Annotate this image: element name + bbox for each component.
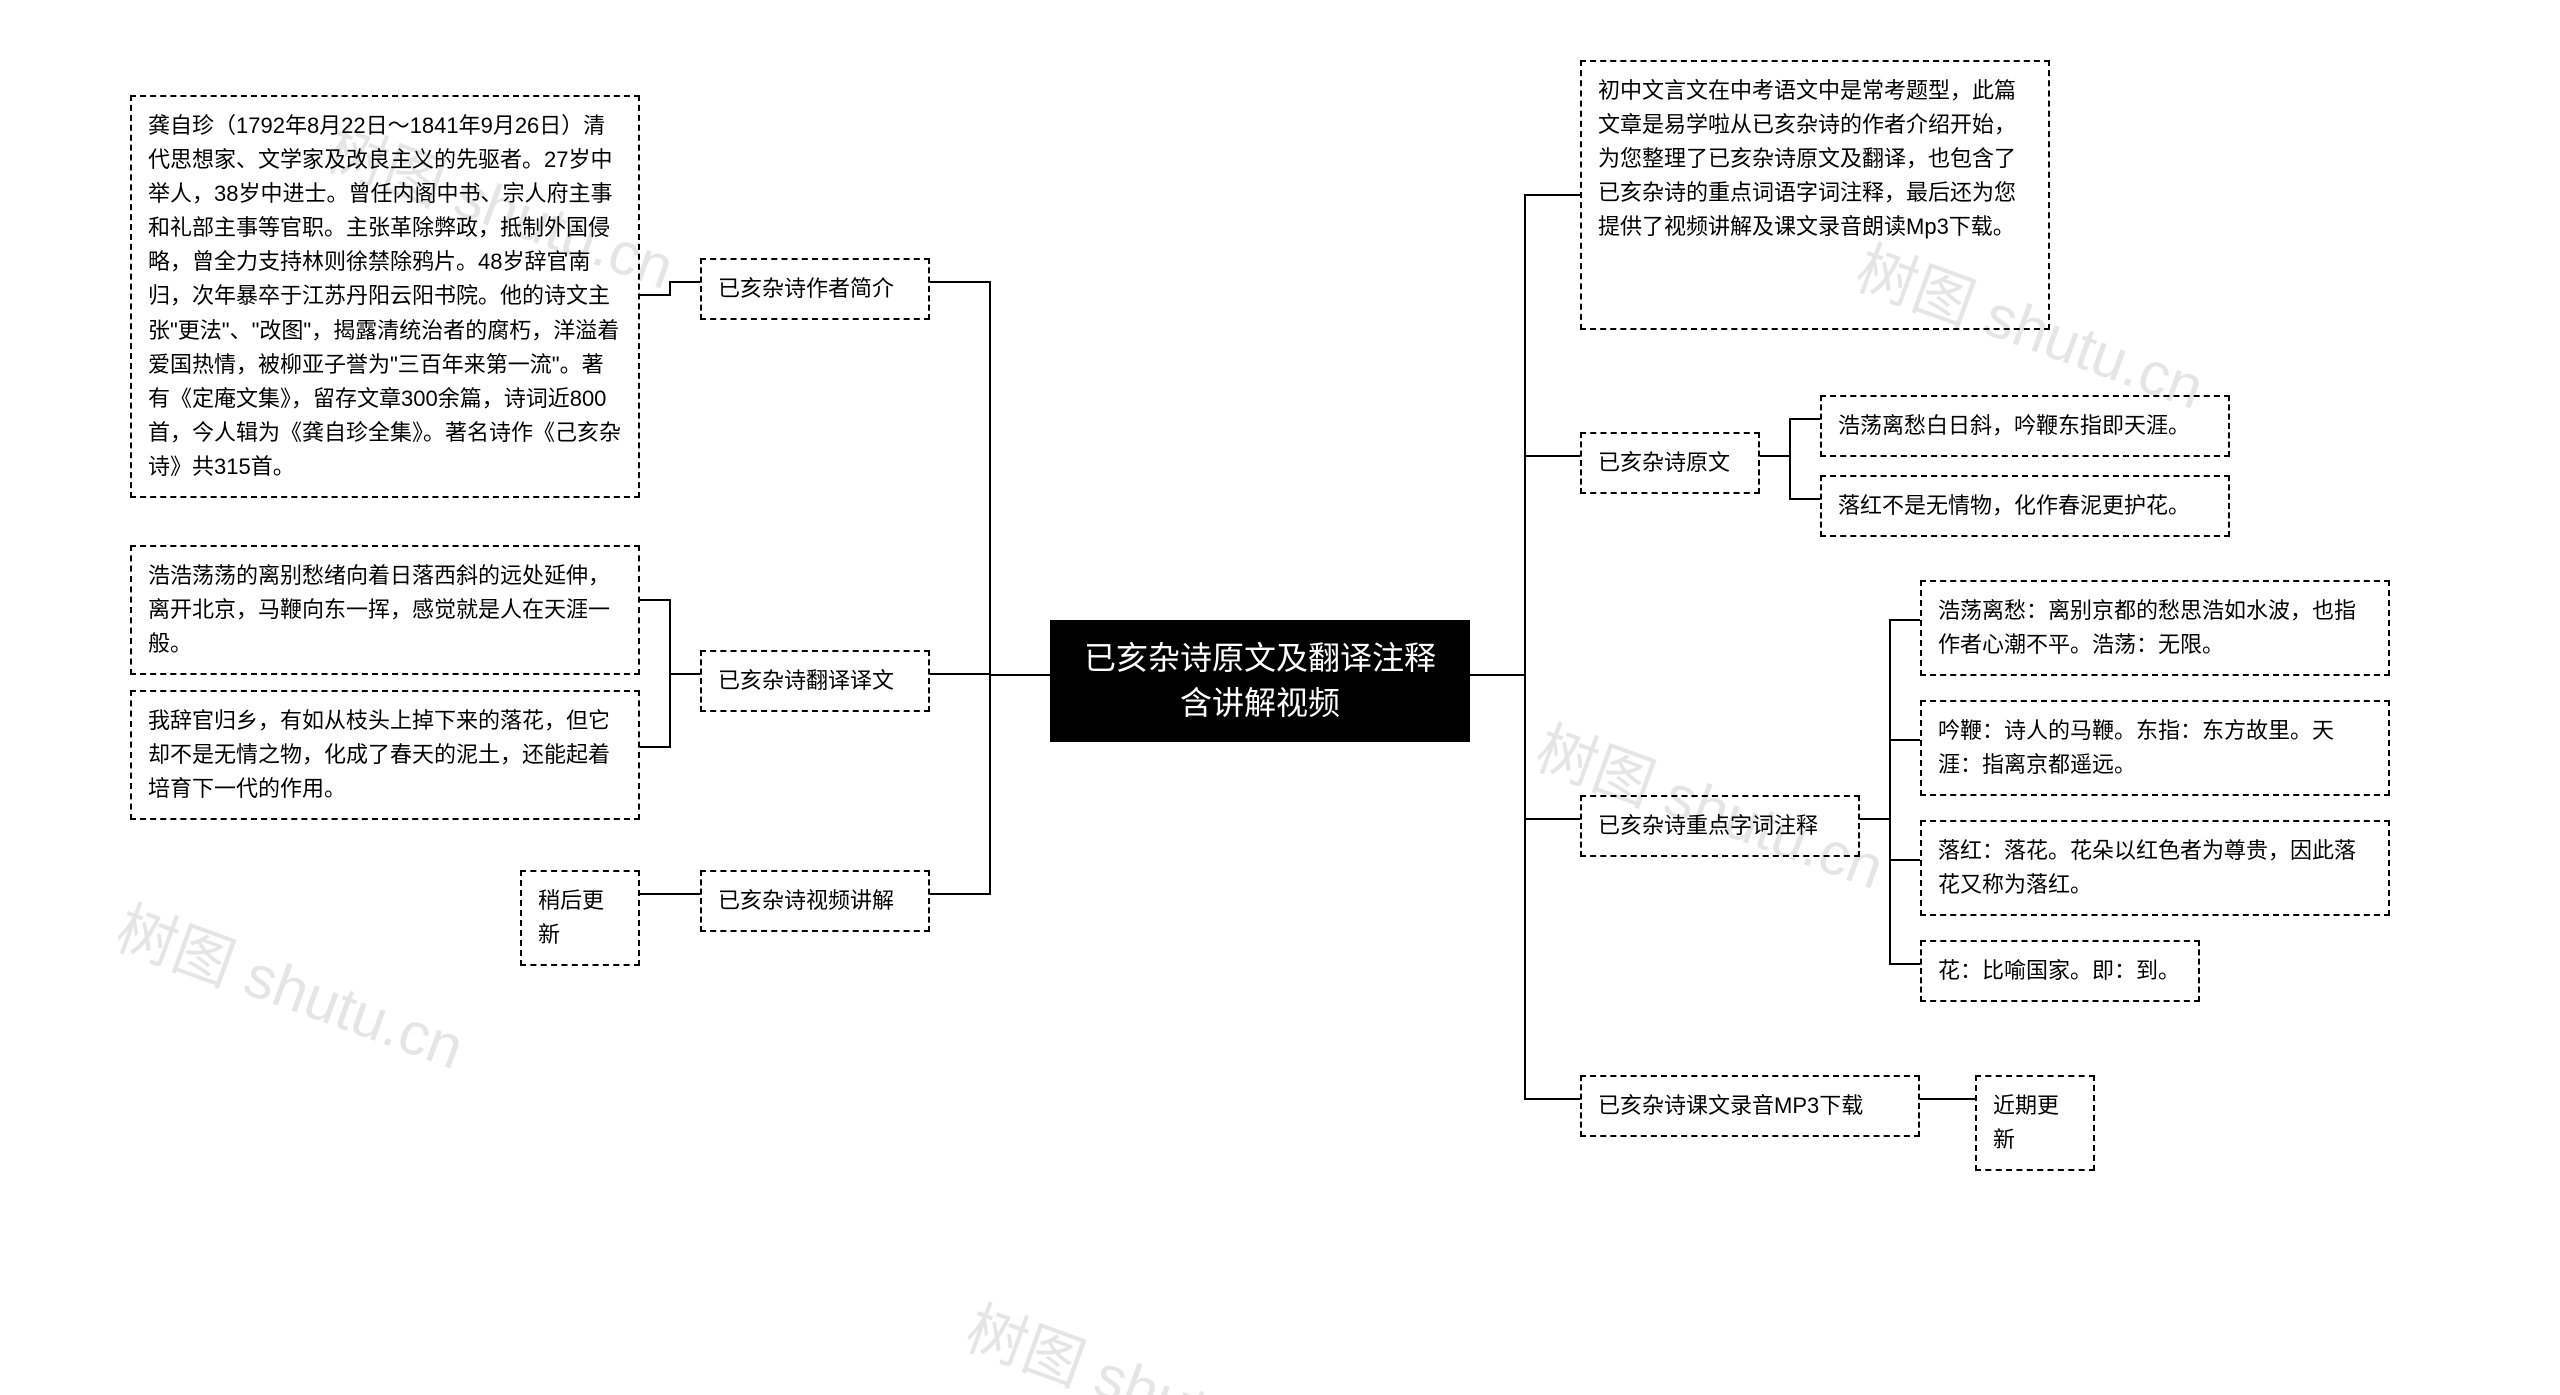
right-branch-1-child-3: 花：比喻国家。即：到。 bbox=[1920, 940, 2200, 1002]
right-branch-1-child-1: 吟鞭：诗人的马鞭。东指：东方故里。天涯：指离京都遥远。 bbox=[1920, 700, 2390, 796]
center-title-line2: 含讲解视频 bbox=[1084, 681, 1436, 726]
left-branch-1-child-0: 浩浩荡荡的离别愁绪向着日落西斜的远处延伸，离开北京，马鞭向东一挥，感觉就是人在天… bbox=[130, 545, 640, 675]
right-branch-1-label: 已亥杂诗重点字词注释 bbox=[1580, 795, 1860, 857]
left-branch-0-label: 已亥杂诗作者简介 bbox=[700, 258, 930, 320]
center-title-line1: 已亥杂诗原文及翻译注释 bbox=[1084, 636, 1436, 681]
right-branch-1-child-0: 浩荡离愁：离别京都的愁思浩如水波，也指作者心潮不平。浩荡：无限。 bbox=[1920, 580, 2390, 676]
left-branch-0-child-0: 龚自珍（1792年8月22日～1841年9月26日）清代思想家、文学家及改良主义… bbox=[130, 95, 640, 498]
right-branch-2-label: 已亥杂诗课文录音MP3下载 bbox=[1580, 1075, 1920, 1137]
right-branch-0-label: 已亥杂诗原文 bbox=[1580, 432, 1760, 494]
right-branch-0-child-1: 落红不是无情物，化作春泥更护花。 bbox=[1820, 475, 2230, 537]
right-branch-2-child-0: 近期更新 bbox=[1975, 1075, 2095, 1171]
left-branch-1-label: 已亥杂诗翻译译文 bbox=[700, 650, 930, 712]
right-branch-0-child-0: 浩荡离愁白日斜，吟鞭东指即天涯。 bbox=[1820, 395, 2230, 457]
right-branch-1-child-2: 落红：落花。花朵以红色者为尊贵，因此落花又称为落红。 bbox=[1920, 820, 2390, 916]
left-branch-1-child-1: 我辞官归乡，有如从枝头上掉下来的落花，但它却不是无情之物，化成了春天的泥土，还能… bbox=[130, 690, 640, 820]
right-intro: 初中文言文在中考语文中是常考题型，此篇文章是易学啦从已亥杂诗的作者介绍开始，为您… bbox=[1580, 60, 2050, 330]
watermark: 树图 shutu.cn bbox=[956, 1280, 1327, 1395]
left-branch-2-label: 已亥杂诗视频讲解 bbox=[700, 870, 930, 932]
watermark: 树图 shutu.cn bbox=[106, 880, 477, 1086]
center-node: 已亥杂诗原文及翻译注释 含讲解视频 bbox=[1050, 620, 1470, 742]
left-branch-2-child-0: 稍后更新 bbox=[520, 870, 640, 966]
